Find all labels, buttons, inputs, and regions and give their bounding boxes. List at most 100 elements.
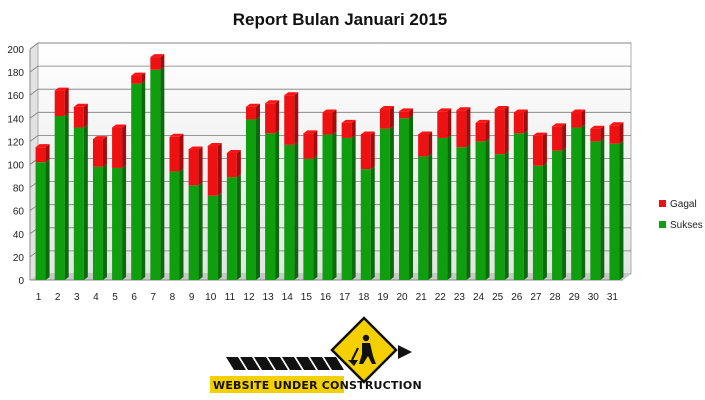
bar-sukses-18 [360, 166, 375, 280]
x-tick-label: 26 [511, 292, 523, 303]
bar-sukses-20 [399, 115, 414, 280]
chart-title: Report Bulan Januari 2015 [233, 10, 447, 29]
bar-gagal-30 [590, 125, 605, 142]
grid-line [29, 88, 39, 96]
x-tick-label: 1 [36, 292, 42, 303]
bar-sukses-28 [552, 147, 567, 280]
bar-sukses-30 [590, 138, 605, 280]
y-tick-label: 0 [18, 276, 24, 287]
x-tick-label: 27 [530, 292, 542, 303]
bar-gagal-18 [360, 131, 375, 170]
legend-swatch-gagal [659, 200, 666, 207]
y-tick-label: 100 [7, 161, 24, 172]
x-tick-label: 10 [205, 292, 217, 303]
bar-sukses-19 [379, 125, 394, 280]
bar-sukses-29 [571, 124, 586, 280]
bar-gagal-19 [379, 106, 394, 129]
x-tick-label: 12 [243, 292, 255, 303]
x-tick-label: 16 [320, 292, 332, 303]
x-tick-label: 2 [55, 292, 61, 303]
bar-sukses-27 [532, 162, 547, 280]
bar-gagal-27 [532, 132, 547, 166]
bar-gagal-10 [207, 143, 222, 196]
x-tick-label: 18 [358, 292, 370, 303]
bar-gagal-8 [169, 133, 184, 172]
x-tick-labels: 1 2 3 4 5 6 7 8 9 10 11 12 13 14 15 16 17 18 19 20 21 22 23 24 2… [36, 292, 619, 303]
x-tick-label: 28 [549, 292, 561, 303]
grid-line [29, 135, 39, 142]
bar-gagal-7 [150, 54, 165, 70]
x-tick-label: 9 [189, 292, 195, 303]
x-tick-label: 21 [416, 292, 428, 303]
bar-gagal-13 [265, 100, 280, 134]
bar-sukses-12 [245, 116, 260, 280]
banner-text: WEBSITE UNDER CONSTRUCTION [213, 379, 422, 392]
x-tick-label: 8 [170, 292, 176, 303]
bars [35, 54, 624, 281]
bar-sukses-4 [92, 163, 107, 280]
bar-sukses-22 [437, 134, 452, 280]
banner-background [210, 376, 344, 393]
bar-gagal-24 [475, 119, 490, 142]
bar-gagal-25 [494, 106, 509, 155]
bar-gagal-17 [341, 119, 356, 138]
y-tick-labels: 0 20 40 60 80 100 120 140 160 180 200 [7, 45, 24, 287]
bar-sukses-16 [322, 131, 337, 280]
bar-gagal-16 [322, 109, 337, 135]
bar-gagal-5 [112, 124, 127, 168]
y-tick-label: 120 [7, 137, 24, 148]
x-tick-label: 4 [93, 292, 99, 303]
bar-sukses-11 [226, 174, 241, 280]
bar-sukses-2 [54, 112, 69, 281]
bar-sukses-7 [150, 66, 165, 280]
bar-sukses-24 [475, 138, 490, 280]
bar-sukses-15 [303, 155, 318, 280]
x-tick-label: 25 [492, 292, 504, 303]
x-tick-label: 6 [131, 292, 137, 303]
bar-sukses-26 [513, 130, 528, 280]
bar-sukses-9 [188, 182, 203, 280]
bar-gagal-15 [303, 130, 318, 159]
under-construction-sign-icon [226, 316, 412, 384]
bar-sukses-17 [341, 134, 356, 280]
bar-sukses-25 [494, 151, 509, 280]
bar-gagal-28 [552, 123, 567, 151]
bar-gagal-22 [437, 108, 452, 138]
under-construction-banner: WEBSITE UNDER CONSTRUCTION [210, 316, 422, 393]
grid-line [29, 111, 39, 119]
x-tick-label: 24 [473, 292, 485, 303]
bar-gagal-1 [35, 144, 50, 163]
x-tick-label: 22 [435, 292, 447, 303]
bar-gagal-31 [609, 122, 624, 144]
x-tick-label: 30 [588, 292, 600, 303]
y-tick-label: 180 [7, 68, 24, 79]
x-tick-label: 13 [263, 292, 275, 303]
bar-gagal-6 [131, 72, 146, 84]
x-tick-label: 15 [301, 292, 313, 303]
x-tick-label: 11 [225, 292, 236, 303]
legend-label-sukses: Sukses [670, 220, 703, 231]
bar-sukses-21 [418, 153, 433, 280]
bar-gagal-20 [399, 108, 414, 119]
x-tick-label: 29 [569, 292, 581, 303]
grid-line [29, 65, 39, 73]
bar-gagal-26 [513, 109, 528, 134]
y-tick-label: 200 [7, 45, 24, 56]
bar-sukses-13 [265, 130, 280, 280]
y-tick-label: 20 [13, 253, 25, 264]
bar-sukses-8 [169, 168, 184, 280]
x-tick-label: 19 [377, 292, 389, 303]
legend-label-gagal: Gagal [670, 199, 697, 210]
y-tick-label: 60 [13, 207, 25, 218]
bar-sukses-14 [284, 141, 299, 280]
x-tick-label: 23 [454, 292, 466, 303]
legend-swatch-sukses [659, 221, 666, 228]
bar-sukses-31 [609, 140, 624, 280]
bar-gagal-23 [456, 107, 471, 148]
y-tick-label: 160 [7, 91, 24, 102]
bar-sukses-3 [73, 124, 88, 280]
bar-gagal-2 [54, 87, 69, 116]
bar-gagal-3 [73, 103, 88, 128]
bar-gagal-11 [226, 149, 241, 178]
